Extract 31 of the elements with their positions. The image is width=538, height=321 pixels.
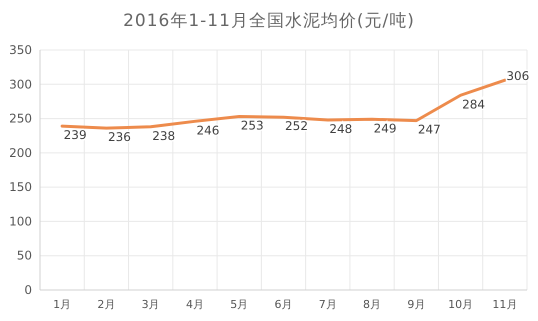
- x-tick-label: 8月: [363, 298, 382, 311]
- y-tick-label: 100: [9, 214, 32, 228]
- chart-title: 2016年1-11月全国水泥均价(元/吨): [123, 11, 415, 31]
- data-label: 248: [329, 122, 352, 136]
- data-label: 306: [506, 69, 530, 84]
- y-tick-label: 200: [9, 146, 32, 160]
- data-label: 284: [462, 97, 486, 112]
- y-tick-label: 300: [9, 77, 32, 92]
- y-tick-label: 250: [9, 112, 32, 126]
- data-label: 252: [285, 119, 308, 134]
- x-tick-label: 2月: [97, 298, 116, 311]
- x-tick-label: 5月: [230, 298, 248, 311]
- data-label: 253: [240, 118, 264, 133]
- x-tick-label: 1月: [53, 298, 72, 311]
- x-tick-label: 9月: [407, 298, 426, 311]
- x-tick-label: 7月: [318, 298, 337, 311]
- data-label: 238: [152, 128, 176, 143]
- x-tick-label: 4月: [186, 298, 204, 311]
- y-tick-label: 0: [24, 283, 32, 297]
- x-tick-label: 6月: [274, 298, 292, 311]
- y-tick-label: 150: [9, 180, 32, 194]
- x-tick-label: 10月: [448, 298, 474, 311]
- data-label: 249: [374, 121, 396, 136]
- data-label: 246: [196, 123, 220, 138]
- y-tick-label: 50: [16, 248, 32, 263]
- data-label: 236: [108, 130, 131, 144]
- data-label: 239: [64, 128, 87, 142]
- x-tick-label: 3月: [142, 298, 160, 311]
- data-label: 247: [418, 122, 441, 137]
- y-tick-label: 350: [9, 43, 32, 57]
- x-tick-label: 11月: [492, 298, 518, 311]
